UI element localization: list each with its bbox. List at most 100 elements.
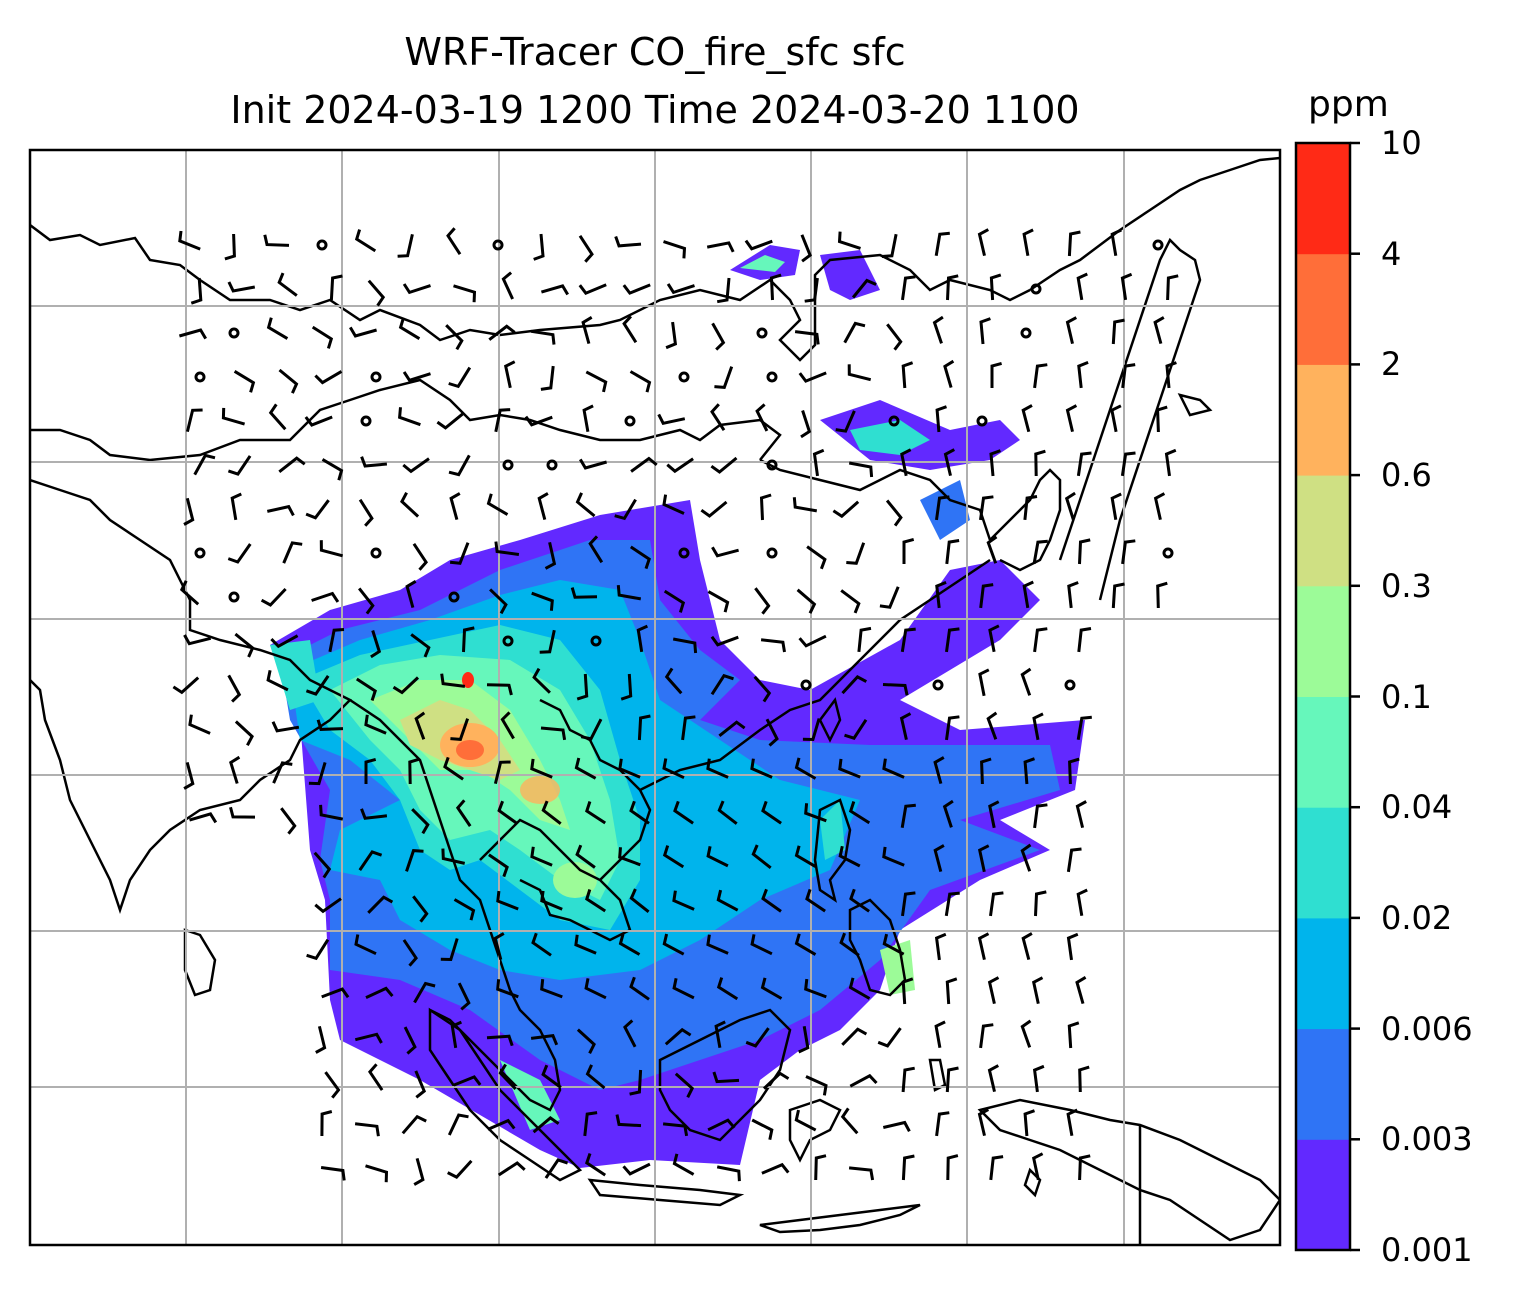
wind-barb xyxy=(755,403,769,432)
wind-barb xyxy=(489,588,508,615)
wind-barb xyxy=(1066,1108,1078,1137)
wind-barb xyxy=(672,890,695,911)
wind-barb xyxy=(847,364,872,382)
wind-barb xyxy=(979,317,991,345)
wind-barb xyxy=(798,1025,810,1054)
wind-barb xyxy=(848,977,871,1000)
wind-barb xyxy=(664,667,683,695)
wind-barb xyxy=(494,541,520,556)
wind-barb xyxy=(271,721,300,733)
wind-barb xyxy=(272,761,293,784)
wind-barb xyxy=(488,324,516,341)
wind-barb xyxy=(935,405,947,433)
wind-barb xyxy=(448,366,472,389)
calm-wind-marker xyxy=(1162,547,1174,559)
wind-barb xyxy=(901,361,914,389)
wind-barb xyxy=(618,758,641,779)
wind-barb xyxy=(762,1071,790,1090)
wind-barb xyxy=(662,1122,689,1137)
wind-barb xyxy=(798,634,827,648)
map-title-line1: WRF-Tracer CO_fire_sfc sfc xyxy=(404,30,906,74)
wind-barb xyxy=(760,977,783,1000)
calm-wind-marker xyxy=(370,547,382,559)
wind-barb xyxy=(436,412,464,430)
wind-barb xyxy=(305,675,330,696)
wind-barb xyxy=(282,541,303,564)
wind-barb xyxy=(329,274,343,301)
wind-barb xyxy=(706,758,729,779)
wind-barb xyxy=(1020,843,1032,872)
colorbar-swatch xyxy=(1296,364,1350,476)
wind-barb xyxy=(574,757,597,780)
wind-barb xyxy=(179,580,200,606)
wind-barb xyxy=(585,801,607,825)
wind-barb xyxy=(814,1154,827,1181)
wind-barb xyxy=(190,277,203,305)
wind-barb xyxy=(900,627,916,653)
wind-barb xyxy=(1111,582,1125,609)
wind-barb xyxy=(364,757,377,784)
calm-wind-marker xyxy=(228,327,240,339)
wind-barb xyxy=(1064,491,1076,520)
calm-wind-marker xyxy=(756,327,768,339)
wind-barb xyxy=(1078,1154,1091,1181)
wind-barb xyxy=(841,675,868,695)
calm-wind-marker xyxy=(590,635,602,647)
wind-barb xyxy=(754,587,771,615)
wind-barb xyxy=(886,323,903,351)
wind-barb xyxy=(750,934,773,956)
calm-wind-marker xyxy=(976,415,988,427)
wind-barb xyxy=(629,1069,643,1096)
wind-barb xyxy=(1033,363,1048,389)
wind-barb xyxy=(934,932,947,961)
wind-barb xyxy=(230,492,242,521)
wind-barb xyxy=(838,845,861,868)
wind-barb xyxy=(364,714,387,735)
wind-barb xyxy=(706,241,735,253)
wind-barb xyxy=(879,586,900,609)
wind-barb xyxy=(321,987,350,999)
wind-barb xyxy=(882,758,905,779)
wind-barb xyxy=(488,853,509,878)
wind-barb xyxy=(233,370,256,393)
wind-barb xyxy=(843,321,866,344)
wind-barb xyxy=(440,673,466,688)
wind-barb xyxy=(266,670,289,692)
wind-barb xyxy=(1031,1152,1044,1181)
wind-barb xyxy=(714,366,734,389)
wind-barb xyxy=(848,461,874,478)
wind-barb xyxy=(193,453,216,476)
wind-barb xyxy=(711,322,726,351)
wind-barb xyxy=(405,580,417,608)
wind-barb xyxy=(576,1028,596,1054)
wind-barb xyxy=(402,283,431,295)
wind-barb xyxy=(769,273,782,301)
wind-barb xyxy=(1076,888,1088,917)
wind-barb xyxy=(753,675,772,703)
wind-barb xyxy=(977,844,990,873)
wind-barb xyxy=(618,847,641,867)
wind-barb xyxy=(662,494,685,515)
wind-barb xyxy=(900,803,916,829)
wind-barb xyxy=(585,1064,606,1090)
wind-barb xyxy=(882,846,905,867)
wind-barb xyxy=(1067,581,1079,609)
colorbar-frame xyxy=(1294,141,1352,1252)
colorbar-tick-label: 2 xyxy=(1381,345,1402,384)
wind-barb xyxy=(839,932,860,957)
wind-barb xyxy=(711,546,739,558)
wind-barb xyxy=(662,758,685,780)
wind-barb xyxy=(411,808,430,835)
wind-barb xyxy=(614,236,642,248)
wind-barb xyxy=(503,360,516,389)
wind-barb xyxy=(532,667,551,694)
wind-barbs xyxy=(172,227,1179,1186)
wind-barb xyxy=(402,939,418,967)
wind-barb xyxy=(185,408,203,433)
wind-barb xyxy=(935,581,947,609)
wind-barb xyxy=(1023,1109,1035,1137)
wind-barb xyxy=(408,757,420,785)
wind-barb xyxy=(227,281,256,293)
wind-barb xyxy=(494,408,511,433)
wind-barb xyxy=(360,456,388,468)
